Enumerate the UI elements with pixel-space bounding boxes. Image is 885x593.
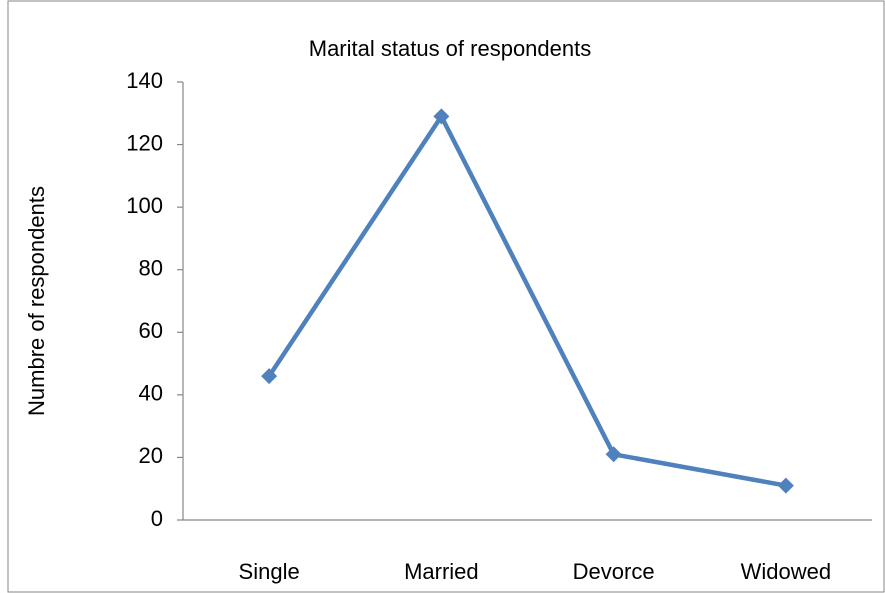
y-tick-label: 100: [126, 193, 163, 218]
x-tick-label: Devorce: [573, 559, 655, 584]
chart-frame: [7, 0, 885, 593]
x-tick-label: Married: [404, 559, 479, 584]
y-tick-label: 60: [139, 318, 163, 343]
line: [267, 114, 787, 488]
y-tick-label: 140: [126, 68, 163, 93]
x-tick-label: Single: [239, 559, 300, 584]
marker: [261, 368, 278, 385]
y-tick-label: 80: [139, 256, 163, 281]
y-tick-label: 40: [139, 381, 163, 406]
marker: [433, 108, 450, 125]
y-axis-label: Numbre of respondents: [24, 186, 49, 416]
x-tick-label: Widowed: [741, 559, 831, 584]
y-tick-label: 20: [139, 443, 163, 468]
y-tick-label: 120: [126, 130, 163, 155]
chart-title: Marital status of respondents: [309, 36, 591, 61]
marker: [777, 477, 794, 494]
y-tick-label: 0: [151, 506, 163, 531]
marker: [605, 446, 622, 463]
